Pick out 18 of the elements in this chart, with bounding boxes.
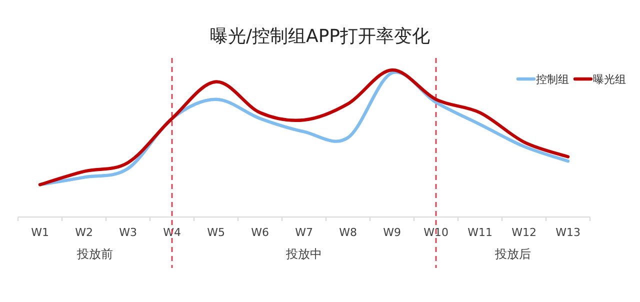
chart-title: 曝光/控制组APP打开率变化 [210, 26, 430, 47]
text: 投放前 [76, 247, 113, 261]
legend-label: 曝光组 [593, 73, 626, 86]
x-tick-label: W3 [119, 226, 137, 239]
x-tick-label: W1 [31, 226, 49, 239]
x-tick-label: W13 [556, 226, 580, 239]
x-tick-label: W8 [339, 226, 357, 239]
legend-label: 控制组 [536, 73, 569, 86]
x-tick-label: W7 [295, 226, 313, 239]
x-tick-label: W12 [512, 226, 536, 239]
x-tick-label: W5 [207, 226, 225, 239]
x-tick-label: W11 [468, 226, 492, 239]
text: 投放中 [285, 247, 322, 261]
x-tick-label: W10 [424, 226, 448, 239]
text: 投放后 [494, 247, 531, 261]
x-tick-label: W9 [383, 226, 401, 239]
x-tick-label: W6 [251, 226, 269, 239]
x-tick-label: W2 [75, 226, 93, 239]
